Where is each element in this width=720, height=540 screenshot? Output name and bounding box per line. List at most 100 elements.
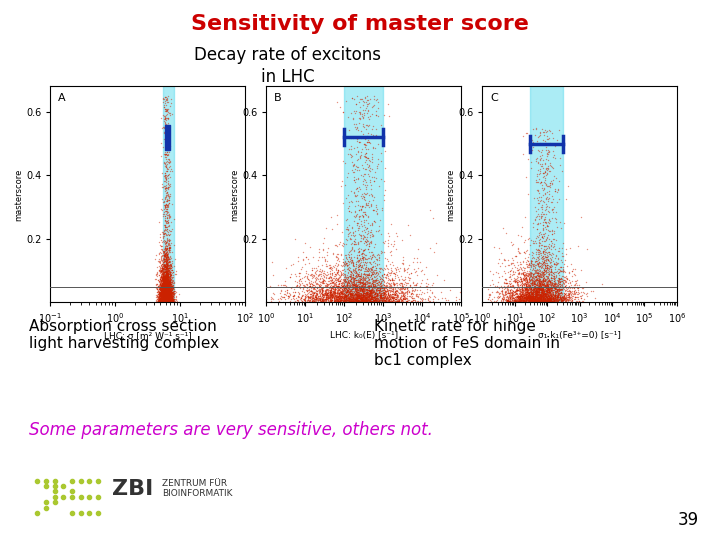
Point xyxy=(162,295,174,304)
Point xyxy=(346,94,358,103)
Point xyxy=(351,287,362,296)
Point xyxy=(521,276,532,285)
Point xyxy=(161,287,173,295)
Point xyxy=(163,287,175,295)
Point xyxy=(568,290,580,299)
Point xyxy=(166,282,178,291)
Point xyxy=(156,251,168,259)
Point xyxy=(559,297,571,306)
Point xyxy=(541,295,552,303)
Point xyxy=(564,286,575,295)
Point xyxy=(158,278,169,286)
Point xyxy=(165,158,176,166)
Point xyxy=(540,289,552,298)
Point xyxy=(559,293,571,302)
Point xyxy=(320,295,331,303)
Point xyxy=(354,286,366,294)
Point xyxy=(539,275,550,284)
Point xyxy=(304,259,315,268)
Point xyxy=(366,262,378,271)
Point xyxy=(156,295,168,303)
Point xyxy=(160,282,171,291)
Point xyxy=(331,296,343,305)
Point xyxy=(160,292,171,301)
Point xyxy=(369,273,380,282)
Point xyxy=(284,289,296,298)
Point xyxy=(162,297,174,306)
Point xyxy=(531,280,542,289)
Point xyxy=(354,272,366,280)
Point xyxy=(160,296,171,305)
Point xyxy=(543,285,554,293)
Point xyxy=(158,288,170,297)
Point xyxy=(162,282,174,291)
Point xyxy=(542,291,554,299)
Point xyxy=(367,282,379,291)
Point xyxy=(553,259,564,267)
Point xyxy=(384,281,395,289)
Point xyxy=(537,247,549,256)
Point xyxy=(156,296,168,305)
Point xyxy=(159,289,171,298)
Point xyxy=(156,287,167,296)
Point xyxy=(343,288,354,296)
Point xyxy=(357,231,369,239)
Point xyxy=(165,280,176,288)
Point xyxy=(156,290,167,299)
Point xyxy=(359,255,371,264)
Point xyxy=(348,168,359,177)
Point xyxy=(500,287,511,295)
Point xyxy=(378,266,390,274)
Point xyxy=(339,271,351,279)
Point xyxy=(344,297,356,306)
Point xyxy=(156,289,168,298)
Point xyxy=(153,282,164,291)
Point xyxy=(523,259,535,267)
Point xyxy=(518,293,530,301)
Point xyxy=(362,289,374,298)
Point xyxy=(304,279,315,288)
Point xyxy=(163,298,174,306)
Point xyxy=(343,288,354,297)
Point xyxy=(364,287,376,295)
Point xyxy=(496,293,508,302)
Point xyxy=(532,281,544,289)
Point xyxy=(162,275,174,284)
Point xyxy=(163,291,175,300)
Point xyxy=(161,265,173,273)
Point xyxy=(342,282,354,291)
Point xyxy=(161,286,172,294)
Point xyxy=(310,287,322,295)
Point xyxy=(288,259,300,268)
Point xyxy=(523,293,534,301)
Point xyxy=(521,277,533,286)
Point xyxy=(369,92,380,100)
Point xyxy=(370,282,382,291)
Point xyxy=(163,297,174,306)
Point xyxy=(370,95,382,104)
Point xyxy=(496,286,508,295)
Point xyxy=(554,246,565,255)
Point xyxy=(158,289,170,298)
Point xyxy=(522,283,534,292)
Point xyxy=(163,298,174,307)
Point xyxy=(544,286,555,295)
Point xyxy=(368,268,379,276)
Point xyxy=(161,293,173,301)
Point xyxy=(536,208,548,217)
Point xyxy=(356,294,368,302)
Point xyxy=(160,256,171,265)
Point xyxy=(423,297,435,306)
Point xyxy=(166,294,177,302)
Point xyxy=(387,290,398,299)
Point xyxy=(532,278,544,287)
Point xyxy=(516,298,528,306)
Point xyxy=(541,297,553,306)
Point xyxy=(158,271,170,280)
Point xyxy=(163,281,175,289)
Point xyxy=(539,296,550,305)
Point xyxy=(372,284,383,292)
Point xyxy=(541,233,552,242)
Point xyxy=(333,282,345,291)
Point xyxy=(159,278,171,286)
